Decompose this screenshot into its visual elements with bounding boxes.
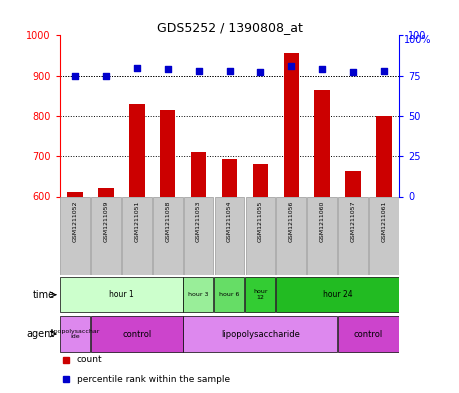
Text: GSM1211055: GSM1211055 — [258, 200, 263, 242]
Bar — [246, 196, 275, 275]
Text: GSM1211057: GSM1211057 — [351, 200, 356, 242]
Text: hour
12: hour 12 — [253, 289, 268, 300]
Bar — [376, 116, 392, 196]
Text: 100%: 100% — [403, 35, 431, 45]
Point — [226, 68, 233, 74]
Point — [319, 66, 326, 72]
Text: GSM1211061: GSM1211061 — [381, 200, 386, 242]
Text: GSM1211058: GSM1211058 — [165, 200, 170, 242]
Bar — [122, 196, 151, 275]
Point — [164, 66, 171, 72]
Bar — [369, 196, 399, 275]
Bar — [184, 196, 213, 275]
Bar — [191, 152, 207, 196]
Text: percentile rank within the sample: percentile rank within the sample — [77, 375, 230, 384]
Bar — [337, 316, 399, 352]
Bar — [129, 104, 145, 196]
Bar — [60, 196, 90, 275]
Point — [288, 63, 295, 69]
Bar — [98, 188, 114, 196]
Bar — [308, 196, 337, 275]
Bar — [60, 316, 90, 352]
Bar — [214, 277, 244, 312]
Bar — [90, 316, 183, 352]
Bar — [183, 277, 213, 312]
Bar — [183, 316, 337, 352]
Bar — [276, 277, 399, 312]
Text: control: control — [122, 330, 151, 338]
Point — [72, 72, 79, 79]
Point — [257, 69, 264, 75]
Bar — [215, 196, 244, 275]
Bar — [338, 196, 368, 275]
Bar — [252, 164, 268, 196]
Bar — [91, 196, 121, 275]
Title: GDS5252 / 1390808_at: GDS5252 / 1390808_at — [157, 21, 302, 34]
Text: hour 6: hour 6 — [219, 292, 240, 297]
Bar — [345, 171, 361, 196]
Text: lipopolysacchar
ide: lipopolysacchar ide — [50, 329, 100, 340]
Bar — [284, 53, 299, 196]
Bar — [222, 159, 237, 196]
Point — [349, 69, 357, 75]
Text: hour 3: hour 3 — [188, 292, 209, 297]
Bar — [276, 196, 306, 275]
Text: agent: agent — [27, 329, 55, 339]
Point — [102, 72, 110, 79]
Bar — [153, 196, 183, 275]
Text: control: control — [354, 330, 383, 338]
Bar — [160, 110, 175, 196]
Point — [133, 64, 140, 71]
Bar — [245, 277, 275, 312]
Text: hour 24: hour 24 — [323, 290, 353, 299]
Text: lipopolysaccharide: lipopolysaccharide — [221, 330, 300, 338]
Bar — [60, 277, 183, 312]
Bar — [67, 193, 83, 196]
Text: GSM1211051: GSM1211051 — [134, 200, 140, 242]
Bar — [314, 90, 330, 196]
Text: GSM1211052: GSM1211052 — [73, 200, 78, 242]
Text: count: count — [77, 355, 102, 364]
Point — [195, 68, 202, 74]
Text: GSM1211053: GSM1211053 — [196, 200, 201, 242]
Text: GSM1211060: GSM1211060 — [319, 200, 325, 242]
Text: hour 1: hour 1 — [109, 290, 134, 299]
Text: GSM1211059: GSM1211059 — [103, 200, 108, 242]
Text: GSM1211054: GSM1211054 — [227, 200, 232, 242]
Text: time: time — [33, 290, 55, 300]
Text: GSM1211056: GSM1211056 — [289, 200, 294, 242]
Point — [380, 68, 387, 74]
